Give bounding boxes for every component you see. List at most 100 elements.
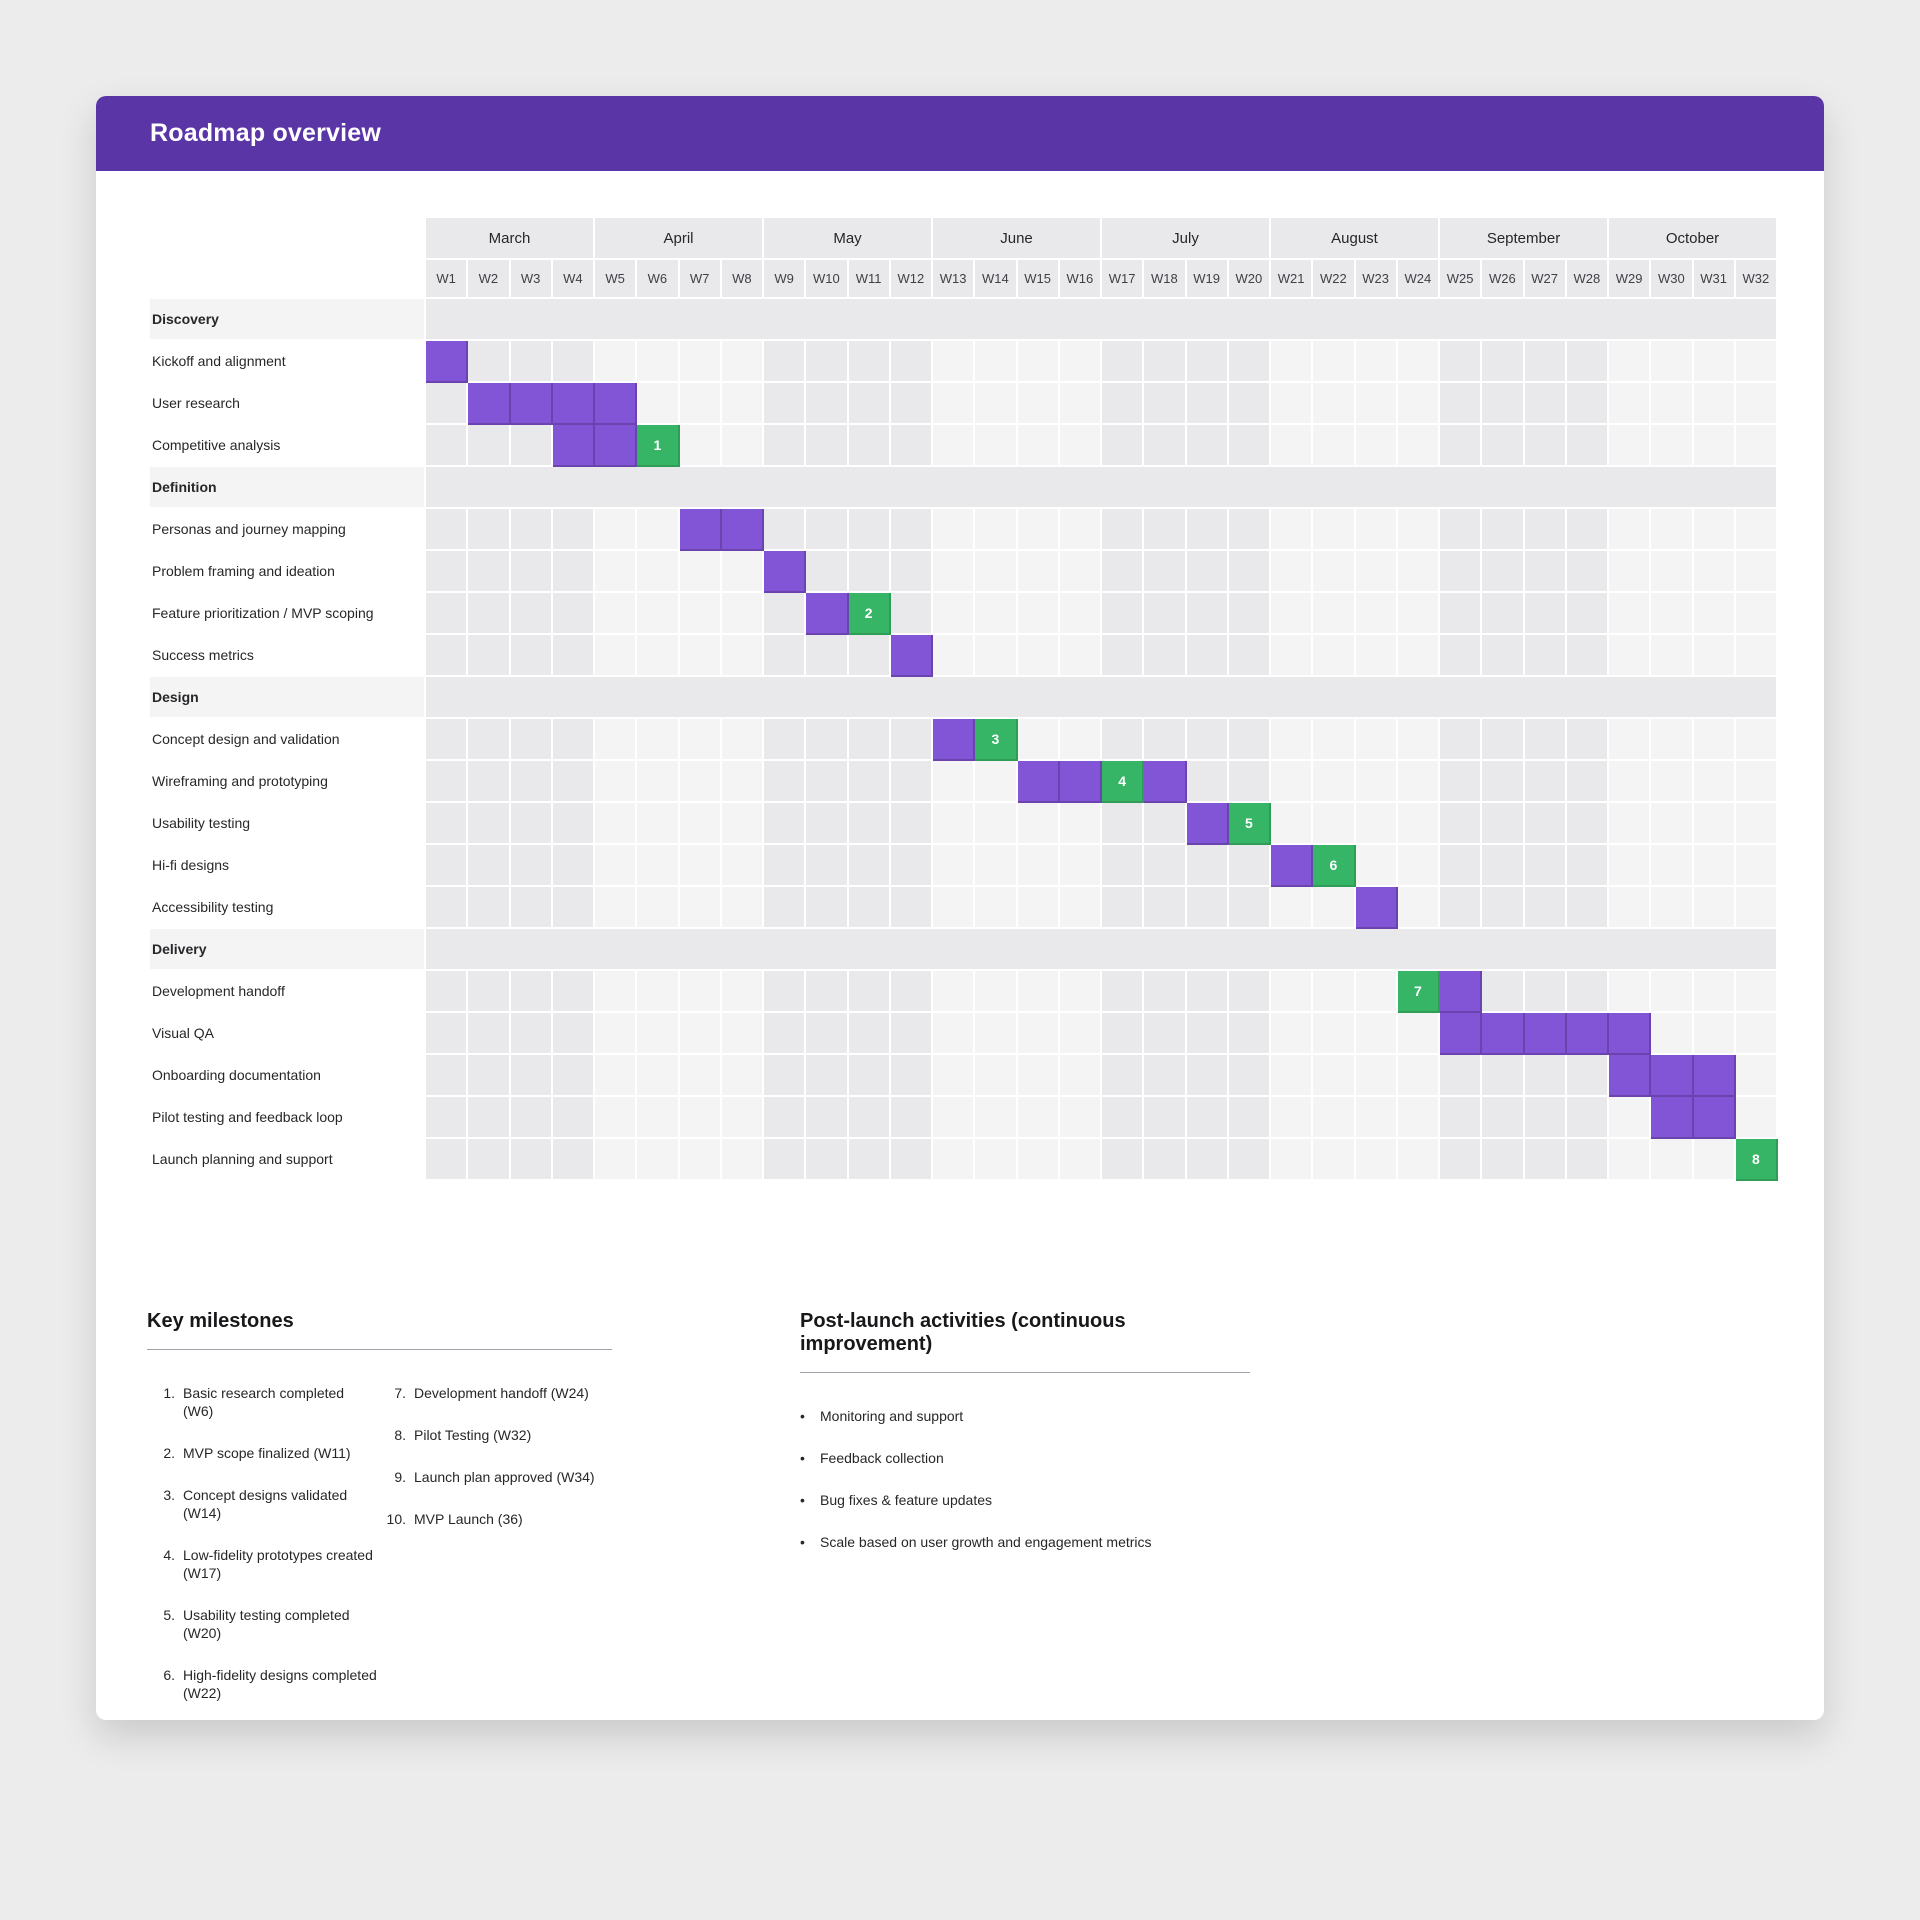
- week-header-w7: W7: [679, 260, 722, 299]
- gantt-cell: [1566, 341, 1609, 383]
- task-bar[interactable]: [1524, 1013, 1567, 1055]
- gantt-row-task: Competitive analysis 1: [150, 425, 1778, 467]
- gantt-cell: [1609, 551, 1652, 593]
- bullet-icon: •: [800, 1408, 805, 1424]
- week-header-w13: W13: [933, 260, 976, 299]
- gantt-cell: [1482, 551, 1525, 593]
- gantt-cell: [1524, 341, 1567, 383]
- task-bar[interactable]: [510, 383, 553, 425]
- gantt-cell: [1440, 593, 1483, 635]
- task-bar[interactable]: [1693, 1097, 1736, 1139]
- gantt-cell: [679, 803, 722, 845]
- week-header-w2: W2: [468, 260, 511, 299]
- task-bar[interactable]: [1271, 845, 1314, 887]
- task-bar[interactable]: [1017, 761, 1060, 803]
- task-bar[interactable]: [679, 509, 722, 551]
- gantt-cell: [468, 887, 511, 929]
- milestone-marker[interactable]: 5: [1228, 803, 1271, 845]
- milestone-number: 4.: [163, 1547, 175, 1563]
- gantt-cell: [806, 971, 849, 1013]
- task-bar[interactable]: [426, 341, 469, 383]
- gantt-cell: [426, 383, 469, 425]
- gantt-cell: [1482, 887, 1525, 929]
- task-bar[interactable]: [1186, 803, 1229, 845]
- month-header-july: July: [1102, 218, 1271, 260]
- gantt-cell: [1271, 341, 1314, 383]
- gantt-cell: [721, 803, 764, 845]
- gantt-row-task: Kickoff and alignment: [150, 341, 1778, 383]
- gantt-cell: [1651, 761, 1694, 803]
- task-bar[interactable]: [1609, 1013, 1652, 1055]
- gantt-cell: [806, 1139, 849, 1181]
- gantt-cell: [890, 1139, 933, 1181]
- task-bar[interactable]: [1693, 1055, 1736, 1097]
- gantt-cell: [595, 845, 638, 887]
- month-header-october: October: [1609, 218, 1778, 260]
- task-bar[interactable]: [1440, 971, 1483, 1013]
- gantt-cell: [1017, 425, 1060, 467]
- gantt-cell: [933, 1139, 976, 1181]
- task-bar[interactable]: [806, 593, 849, 635]
- task-bar[interactable]: [890, 635, 933, 677]
- gantt-cell: [1059, 719, 1102, 761]
- gantt-cell: [1693, 341, 1736, 383]
- gantt-cell: [1313, 971, 1356, 1013]
- gantt-cell: [764, 803, 807, 845]
- task-bar[interactable]: [1355, 887, 1398, 929]
- gantt-cell: [1271, 425, 1314, 467]
- task-bar[interactable]: [933, 719, 976, 761]
- gantt-cell: [1144, 1055, 1187, 1097]
- gantt-cell: [1102, 803, 1145, 845]
- gantt-cell: [764, 1055, 807, 1097]
- milestone-marker[interactable]: 6: [1313, 845, 1356, 887]
- gantt-cell: [1228, 1139, 1271, 1181]
- gantt-cell: [552, 761, 595, 803]
- task-bar[interactable]: [1651, 1097, 1694, 1139]
- task-bar[interactable]: [1651, 1055, 1694, 1097]
- gantt-cell: [510, 509, 553, 551]
- task-bar[interactable]: [552, 425, 595, 467]
- gantt-cell: [1271, 803, 1314, 845]
- post-launch-text: Scale based on user growth and engagemen…: [820, 1534, 1152, 1550]
- task-bar[interactable]: [1059, 761, 1102, 803]
- gantt-cell: [510, 761, 553, 803]
- milestone-marker[interactable]: 2: [848, 593, 891, 635]
- gantt-cell: [679, 383, 722, 425]
- gantt-cell: [595, 635, 638, 677]
- week-header-w6: W6: [637, 260, 680, 299]
- task-bar[interactable]: [721, 509, 764, 551]
- task-bar[interactable]: [595, 425, 638, 467]
- gantt-cell: [764, 1013, 807, 1055]
- task-bar[interactable]: [1440, 1013, 1483, 1055]
- milestone-marker[interactable]: 3: [975, 719, 1018, 761]
- task-bar[interactable]: [1566, 1013, 1609, 1055]
- task-bar[interactable]: [1144, 761, 1187, 803]
- task-bar[interactable]: [1609, 1055, 1652, 1097]
- week-header-w3: W3: [510, 260, 553, 299]
- gantt-cell: [1228, 341, 1271, 383]
- task-bar[interactable]: [552, 383, 595, 425]
- gantt-cell: [1566, 845, 1609, 887]
- milestone-marker[interactable]: 7: [1397, 971, 1440, 1013]
- gantt-cell: [468, 719, 511, 761]
- gantt-cell: [1651, 425, 1694, 467]
- task-bar[interactable]: [764, 551, 807, 593]
- gantt-cell: [595, 593, 638, 635]
- gantt-cell: [806, 803, 849, 845]
- gantt-cell: [468, 845, 511, 887]
- task-bar[interactable]: [595, 383, 638, 425]
- gantt-cell: [1397, 1139, 1440, 1181]
- gantt-cell: [1017, 1055, 1060, 1097]
- milestone-marker[interactable]: 1: [637, 425, 680, 467]
- gantt-cell: [1735, 887, 1778, 929]
- gantt-cell: [764, 341, 807, 383]
- gantt-cell: [1609, 761, 1652, 803]
- task-bar[interactable]: [1482, 1013, 1525, 1055]
- task-bar[interactable]: [468, 383, 511, 425]
- milestone-text: Development handoff (W24): [414, 1385, 589, 1401]
- gantt-row-task: Wireframing and prototyping 4: [150, 761, 1778, 803]
- gantt-cell: [637, 845, 680, 887]
- milestone-marker[interactable]: 4: [1102, 761, 1145, 803]
- gantt-cell: [1566, 551, 1609, 593]
- milestone-marker[interactable]: 8: [1735, 1139, 1778, 1181]
